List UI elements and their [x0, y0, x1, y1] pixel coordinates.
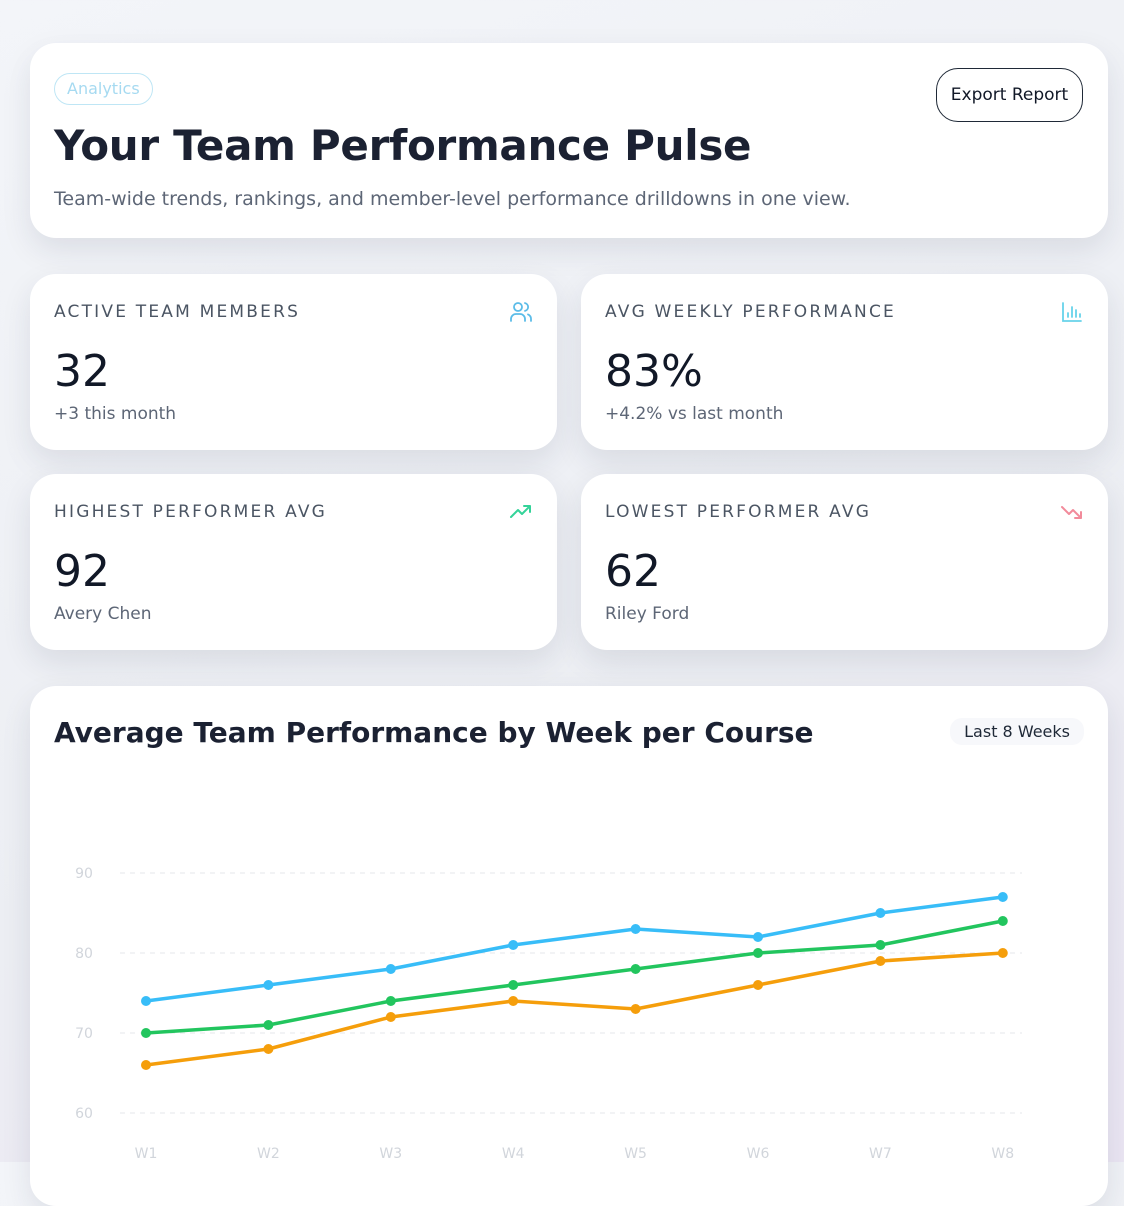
stat-note: Avery Chen — [54, 604, 152, 624]
series-line-1 — [145, 919, 1004, 1035]
series-line-0 — [145, 895, 1004, 1003]
analytics-badge: Analytics — [54, 73, 153, 105]
x-tick-label: W4 — [502, 1146, 525, 1162]
x-tick-label: W2 — [257, 1146, 280, 1162]
data-point — [508, 996, 519, 1006]
chart-title: Average Team Performance by Week per Cou… — [54, 716, 814, 749]
data-point — [753, 980, 763, 990]
stat-value: 92 — [54, 546, 110, 597]
series-line-2 — [145, 951, 1003, 1067]
users-icon — [510, 302, 532, 322]
data-point — [508, 940, 519, 950]
x-tick-label: W5 — [624, 1146, 647, 1162]
bar-chart-icon — [1062, 302, 1082, 322]
stat-value: 32 — [54, 346, 110, 397]
x-tick-label: W7 — [869, 1146, 892, 1162]
data-point — [875, 956, 886, 966]
data-point — [630, 1004, 641, 1014]
data-point — [875, 908, 886, 918]
data-point — [385, 1012, 396, 1022]
data-point — [997, 948, 1008, 958]
data-point — [141, 1028, 151, 1038]
page-subtitle: Team-wide trends, rankings, and member-l… — [54, 188, 851, 210]
stat-value: 83% — [605, 346, 703, 397]
stat-label: HIGHEST PERFORMER AVG — [54, 502, 328, 522]
data-point — [630, 964, 641, 974]
stat-card-highest: HIGHEST PERFORMER AVG 92 Avery Chen — [30, 474, 557, 650]
stat-label: ACTIVE TEAM MEMBERS — [54, 302, 301, 322]
stat-note: +4.2% vs last month — [605, 404, 784, 424]
stat-value: 62 — [605, 546, 661, 597]
data-point — [263, 980, 274, 990]
y-tick-label: 90 — [75, 866, 93, 882]
data-point — [263, 1044, 274, 1054]
line-chart: 60 70 80 90 W1 W2 W3 W4 W5 W6 W7 W8 — [75, 866, 1022, 1162]
data-point — [385, 996, 396, 1006]
x-tick-label: W1 — [135, 1146, 158, 1162]
range-label: Last 8 Weeks — [950, 718, 1084, 745]
y-tick-label: 60 — [75, 1106, 93, 1122]
stat-note: +3 this month — [54, 404, 177, 424]
stat-label: AVG WEEKLY PERFORMANCE — [605, 302, 896, 322]
data-point — [141, 1060, 151, 1070]
export-report-button[interactable]: Export Report — [936, 68, 1083, 122]
trending-up-icon — [510, 505, 531, 518]
data-point — [263, 1020, 274, 1030]
data-point — [630, 924, 641, 934]
page-title: Your Team Performance Pulse — [54, 121, 752, 170]
data-point — [753, 948, 763, 958]
data-point — [753, 932, 763, 942]
data-point — [875, 940, 886, 950]
stat-label: LOWEST PERFORMER AVG — [605, 502, 872, 522]
stat-card-avg-weekly: AVG WEEKLY PERFORMANCE 83% +4.2% vs last… — [581, 274, 1108, 450]
x-tick-label: W6 — [747, 1146, 770, 1162]
data-point — [385, 964, 396, 974]
stat-card-active-members: ACTIVE TEAM MEMBERS 32 +3 this month — [30, 274, 557, 450]
y-tick-label: 80 — [75, 946, 93, 962]
chart-card: Average Team Performance by Week per Cou… — [30, 686, 1108, 1206]
stat-card-lowest: LOWEST PERFORMER AVG 62 Riley Ford — [581, 474, 1108, 650]
x-tick-label: W8 — [991, 1146, 1014, 1162]
x-tick-label: W3 — [379, 1146, 402, 1162]
data-point — [508, 980, 519, 990]
data-point — [141, 996, 151, 1006]
y-tick-label: 70 — [75, 1026, 93, 1042]
trending-down-icon — [1061, 506, 1082, 519]
data-point — [997, 892, 1008, 902]
stat-note: Riley Ford — [605, 604, 690, 624]
header-card: Analytics Your Team Performance Pulse Te… — [30, 43, 1108, 238]
data-point — [997, 916, 1008, 926]
